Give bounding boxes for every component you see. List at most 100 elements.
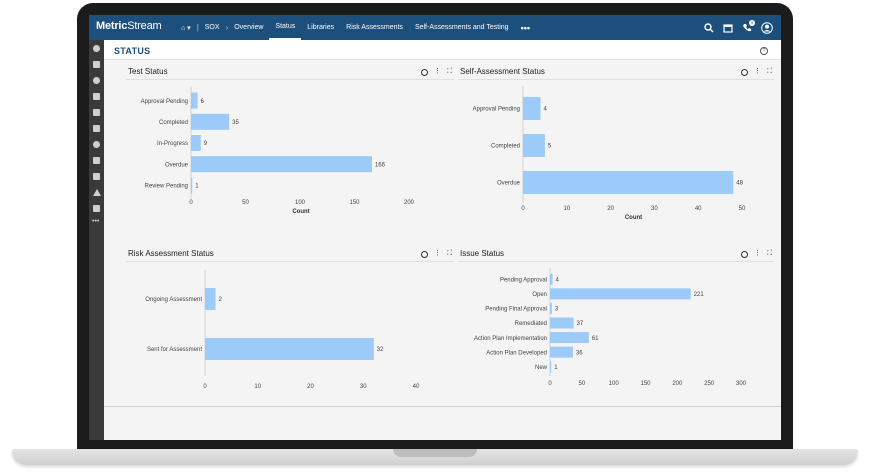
home-menu-button[interactable]: ⌂ ▾ (181, 24, 191, 32)
kebab-menu-icon[interactable]: ⋮ (754, 68, 762, 75)
panel-tools: ⋮ ⛶ (421, 68, 452, 76)
chevron-right-icon: › (225, 23, 229, 32)
bar[interactable] (205, 288, 216, 310)
calendar-icon[interactable] (723, 23, 733, 33)
user-avatar-icon[interactable] (761, 21, 773, 34)
kebab-menu-icon[interactable]: ⋮ (434, 250, 442, 257)
data-label: 61 (592, 336, 599, 342)
bar[interactable] (523, 171, 734, 194)
sidebar-briefcase-icon[interactable] (93, 205, 100, 212)
sidebar-settings-icon[interactable] (93, 45, 100, 52)
laptop-base (12, 449, 858, 465)
tick-label: 250 (704, 381, 715, 387)
panel-tools: ⋮ ⛶ (741, 68, 772, 76)
sidebar-edit-icon[interactable] (93, 61, 100, 68)
panel-title: Risk Assessment Status (128, 249, 214, 258)
bar[interactable] (550, 346, 573, 358)
expand-icon[interactable]: ⛶ (767, 250, 772, 257)
sidebar-report-icon[interactable] (93, 157, 100, 164)
clock-icon[interactable] (421, 68, 429, 76)
bar[interactable] (191, 113, 230, 130)
tick-label: 40 (413, 384, 420, 390)
category-label: Pending Final Approval (485, 307, 547, 313)
category-label: Pending Approval (500, 277, 547, 283)
metricstream-logo[interactable]: MetricStream (96, 20, 162, 32)
breadcrumb-nav: ⌂ ▾ | SOX › Overview Status Libraries Ri… (175, 15, 536, 40)
category-label: Sent for Assessment (147, 347, 202, 353)
sidebar-search-doc-icon[interactable] (93, 173, 100, 180)
tick-label: 50 (242, 200, 249, 206)
data-label: 6 (201, 99, 205, 105)
app-screen: MetricStream ⌂ ▾ | SOX › Overview Status… (89, 15, 781, 440)
category-label: Remediated (515, 321, 547, 327)
sidebar-warning-icon[interactable] (93, 189, 101, 196)
nav-item-self-assessments-testing[interactable]: Self-Assessments and Testing (414, 24, 509, 31)
tick-label: 100 (609, 381, 620, 387)
nav-item-overview[interactable]: Overview (234, 24, 264, 31)
logo-sub: Stream (127, 20, 162, 32)
dashboard-content: Test Status ⋮ ⛶ Approval Pending 6 Complet… (104, 60, 781, 440)
tick-label: 300 (736, 381, 747, 387)
nav-item-status[interactable]: Status (269, 15, 302, 40)
notifications-button[interactable]: 9 (742, 19, 755, 33)
sidebar-folder-icon[interactable] (93, 109, 100, 116)
tick-label: 150 (640, 381, 651, 387)
data-label: 4 (544, 107, 548, 113)
kebab-menu-icon[interactable]: ⋮ (754, 250, 762, 257)
search-icon[interactable] (704, 22, 714, 33)
bar[interactable] (191, 92, 198, 109)
bar[interactable] (191, 135, 201, 151)
nav-item-risk-assessments[interactable]: Risk Assessments (346, 24, 403, 31)
bar[interactable] (550, 273, 553, 285)
clock-icon[interactable] (421, 250, 429, 258)
issue-status-chart: Pending Approval 4 Open 221 Pending Final Ap… (474, 268, 747, 387)
more-menu-button[interactable]: ••• (520, 22, 531, 33)
data-label: 1 (195, 184, 199, 190)
sidebar-chart-icon[interactable] (93, 125, 100, 132)
nav-item-sox[interactable]: SOX (204, 24, 220, 31)
expand-icon[interactable]: ⛶ (767, 68, 772, 75)
category-label: New (535, 365, 548, 371)
panel-header: Issue Status ⋮ ⛶ (458, 247, 774, 262)
panel-self-assessment-status: Self-Assessment Status ⋮ ⛶ Approval Pend… (458, 65, 774, 230)
expand-icon[interactable]: ⛶ (447, 68, 452, 75)
sidebar-refresh-icon[interactable] (93, 141, 100, 148)
bar[interactable] (523, 97, 541, 120)
clock-icon[interactable] (741, 68, 749, 76)
bar[interactable] (550, 332, 589, 344)
bar[interactable] (523, 134, 545, 157)
bar[interactable] (191, 156, 372, 173)
data-label: 37 (577, 321, 584, 327)
panel-test-status: Test Status ⋮ ⛶ Approval Pending 6 Complet… (126, 65, 454, 230)
tick-label: 200 (404, 200, 415, 206)
help-icon[interactable]: ? (760, 47, 768, 55)
phone-notification-icon (743, 23, 751, 31)
left-sidebar: ••• (89, 40, 104, 440)
risk-assessment-status-chart: Ongoing Assessment 2 Sent for Assessment 32… (145, 270, 420, 390)
bar[interactable] (550, 288, 691, 300)
bar[interactable] (550, 317, 574, 329)
tick-label: 0 (521, 206, 525, 212)
category-label: Review Pending (145, 184, 188, 190)
category-label: In-Progress (157, 141, 188, 147)
bar[interactable] (191, 177, 193, 194)
category-label: Action Plan Implementation (474, 336, 547, 342)
expand-icon[interactable]: ⛶ (447, 250, 452, 257)
clock-icon[interactable] (741, 250, 749, 258)
tick-label: 30 (651, 206, 658, 212)
sidebar-gear-icon[interactable] (93, 77, 100, 84)
sidebar-more-icon[interactable]: ••• (92, 218, 100, 225)
data-label: 5 (548, 144, 552, 150)
nav-item-libraries[interactable]: Libraries (307, 24, 335, 31)
bar[interactable] (205, 338, 374, 360)
kebab-menu-icon[interactable]: ⋮ (434, 68, 442, 75)
panel-tools: ⋮ ⛶ (741, 250, 772, 258)
data-label: 3 (555, 307, 559, 313)
x-axis-label: Count (292, 209, 309, 215)
notification-badge: 9 (749, 19, 755, 26)
data-label: 4 (556, 277, 560, 283)
panel-header: Self-Assessment Status ⋮ ⛶ (458, 65, 774, 80)
bar[interactable] (550, 361, 552, 373)
sidebar-documents-icon[interactable] (93, 93, 100, 100)
bar[interactable] (550, 302, 552, 314)
